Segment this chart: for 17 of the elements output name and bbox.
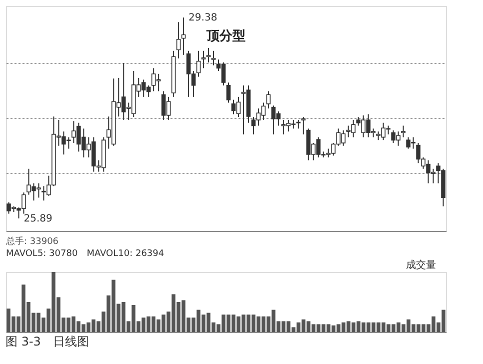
caption: 图 3-3 日线图: [6, 334, 89, 348]
annotation: 25.89: [24, 213, 52, 224]
candlestick: [211, 50, 216, 66]
candlestick: [196, 50, 201, 78]
candlestick: [226, 82, 231, 104]
candlestick: [201, 50, 206, 69]
chart-title: 总手: 33906: [5, 236, 59, 247]
chart-subtitle: MAVOL5: 30780 MAVOL10: 26394: [6, 249, 164, 259]
candlestick: [176, 22, 181, 59]
candlestick: [206, 48, 211, 63]
annotation: 顶分型: [206, 29, 246, 44]
annotation: 29.38: [188, 12, 218, 24]
candlestick: [266, 90, 271, 109]
candlestick: [301, 116, 306, 135]
candlestick: [401, 125, 406, 138]
text: 成交量: [406, 259, 436, 271]
candlestick: [181, 17, 186, 56]
